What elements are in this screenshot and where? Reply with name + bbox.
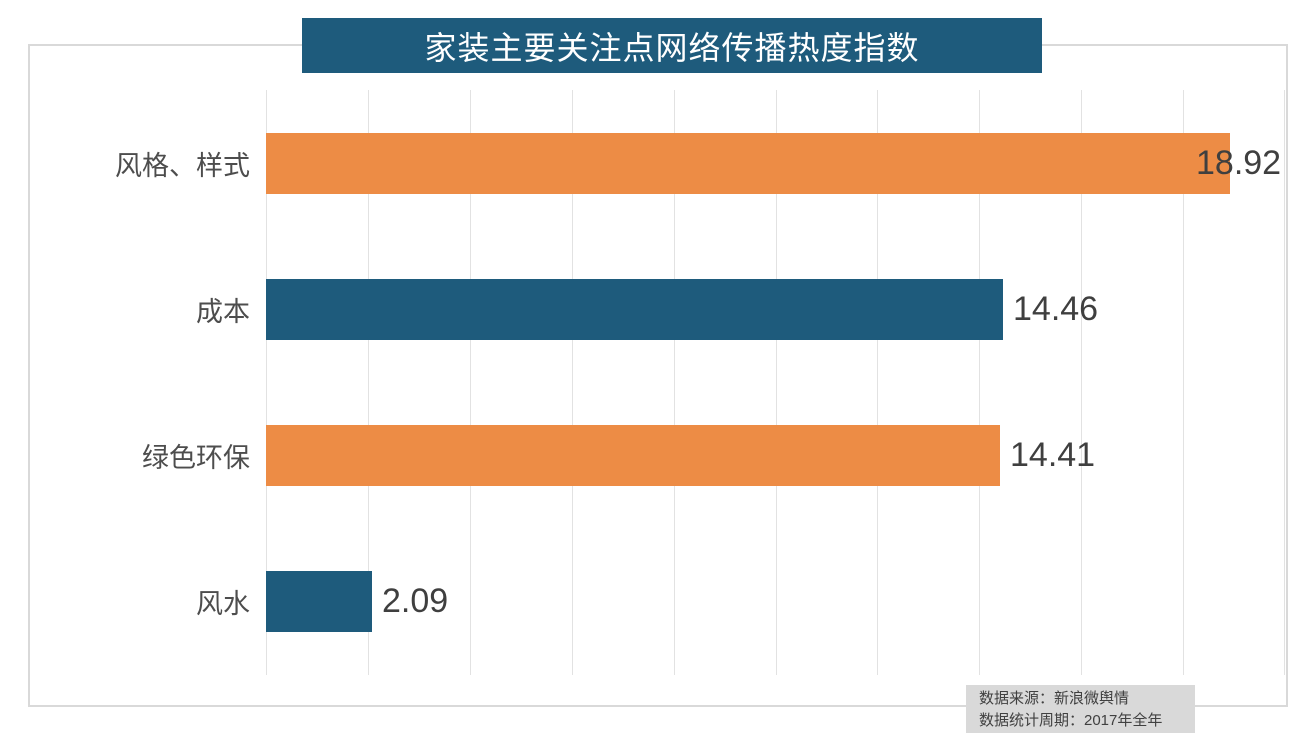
bar [266,425,1000,486]
category-label: 绿色环保 [142,443,250,473]
data-source-box: 数据来源：新浪微舆情 数据统计周期：2017年全年 [966,685,1195,733]
chart-title: 家装主要关注点网络传播热度指数 [424,29,920,66]
gridline [776,90,777,675]
bar [266,279,1003,340]
gridline [877,90,878,675]
value-label: 14.41 [1010,436,1096,474]
gridline [1183,90,1184,675]
gridline [266,90,267,675]
gridline [368,90,369,675]
bar [266,571,372,632]
category-label: 风格、样式 [115,151,250,181]
gridline [1081,90,1082,675]
gridline [979,90,980,675]
data-source-line: 数据来源：新浪微舆情 [979,690,1130,707]
category-label: 风水 [196,589,250,619]
data-period-line: 数据统计周期：2017年全年 [979,712,1163,729]
bar [266,133,1230,194]
value-label: 2.09 [382,582,449,620]
gridline [1284,90,1285,675]
chart-title-bar: 家装主要关注点网络传播热度指数 [302,18,1042,73]
gridline [470,90,471,675]
plot-area: 风格、样式 18.92 成本 14.46 绿色环保 14.41 风水 2.09 [115,90,1285,675]
gridline [674,90,675,675]
value-label: 18.92 [1196,144,1282,182]
category-label: 成本 [196,297,250,327]
value-label: 14.46 [1013,290,1099,328]
gridline [572,90,573,675]
